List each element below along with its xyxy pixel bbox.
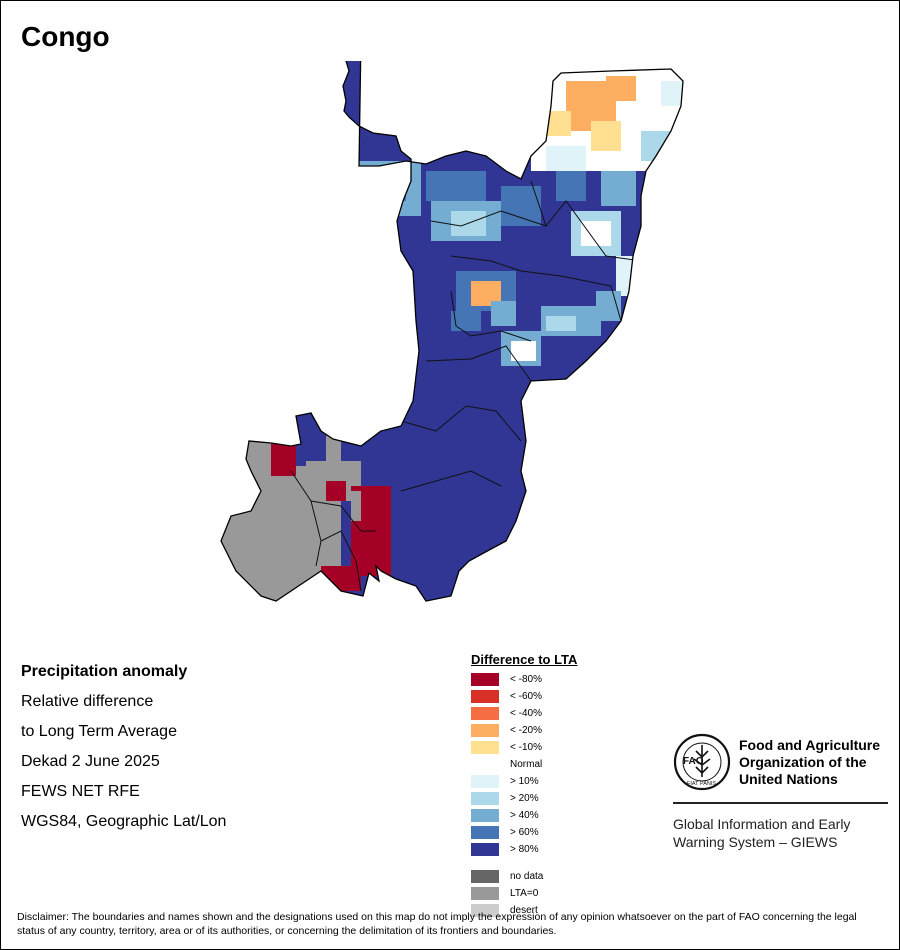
legend-class-label: Normal — [510, 759, 543, 770]
legend-class-item: < -60% — [471, 688, 577, 705]
legend-class-item: > 80% — [471, 841, 577, 858]
legend-extra: no data LTA=0 desert — [471, 868, 577, 919]
legend-class-label: > 80% — [510, 844, 539, 855]
legend-title: Difference to LTA — [471, 652, 578, 667]
congo-anomaly-map — [220, 61, 684, 602]
giews-name: Global Information and Early Warning Sys… — [673, 816, 851, 850]
legend-class-swatch — [471, 775, 499, 788]
legend-class-item: > 60% — [471, 824, 577, 841]
legend-extra-swatch — [471, 870, 499, 883]
legend-class-label: > 20% — [510, 793, 539, 804]
legend-extra-item: LTA=0 — [471, 885, 577, 902]
legend-classes: < -80% < -60% < -40% < -20% < -10% Normal > 10… — [471, 671, 577, 858]
legend-class-item: < -40% — [471, 705, 577, 722]
info-line2: to Long Term Average — [21, 723, 177, 740]
legend-class-label: < -10% — [510, 742, 542, 753]
legend-extra-item: no data — [471, 868, 577, 885]
legend-class-item: > 20% — [471, 790, 577, 807]
legend-extra-swatch — [471, 904, 499, 917]
map-title: Congo — [21, 21, 110, 52]
disclaimer: Disclaimer: The boundaries and names sho… — [17, 911, 857, 937]
fao-name: Food and Agriculture Organization of the… — [739, 737, 881, 787]
legend-class-swatch — [471, 673, 499, 686]
info-projection: WGS84, Geographic Lat/Lon — [21, 813, 227, 830]
fao-logo-text: FAO — [683, 756, 704, 767]
info-heading: Precipitation anomaly — [21, 663, 188, 680]
legend-class-swatch — [471, 741, 499, 754]
legend-class-item: < -20% — [471, 722, 577, 739]
legend-class-label: < -80% — [510, 674, 542, 685]
legend: Difference to LTA < -80% < -60% < -40% < -2… — [471, 652, 577, 919]
legend-class-swatch — [471, 843, 499, 856]
legend-class-item: < -10% — [471, 739, 577, 756]
legend-extra-label: no data — [510, 871, 544, 882]
legend-class-label: > 60% — [510, 827, 539, 838]
legend-class-label: < -60% — [510, 691, 542, 702]
legend-class-swatch — [471, 809, 499, 822]
legend-class-swatch — [471, 826, 499, 839]
legend-extra-label: desert — [510, 905, 538, 916]
legend-class-label: < -20% — [510, 725, 542, 736]
legend-class-item: > 10% — [471, 773, 577, 790]
legend-class-item: < -80% — [471, 671, 577, 688]
fao-motto: FIAT PANIS — [687, 781, 716, 787]
legend-extra-label: LTA=0 — [510, 888, 539, 899]
legend-class-swatch — [471, 690, 499, 703]
legend-class-swatch — [471, 792, 499, 805]
info-source: FEWS NET RFE — [21, 783, 140, 800]
info-period: Dekad 2 June 2025 — [21, 753, 160, 770]
map-info: Precipitation anomaly Relative differenc… — [21, 657, 226, 837]
legend-class-item: > 40% — [471, 807, 577, 824]
info-line1: Relative difference — [21, 693, 154, 710]
legend-extra-swatch — [471, 887, 499, 900]
legend-class-label: < -40% — [510, 708, 542, 719]
legend-class-swatch — [471, 707, 499, 720]
legend-class-item: Normal — [471, 756, 577, 773]
legend-extra-item: desert — [471, 902, 577, 919]
fao-divider — [673, 802, 888, 804]
fao-logo-icon: FAO FIAT PANIS — [673, 733, 731, 791]
legend-class-swatch — [471, 724, 499, 737]
legend-class-label: > 40% — [510, 810, 539, 821]
legend-class-label: > 10% — [510, 776, 539, 787]
